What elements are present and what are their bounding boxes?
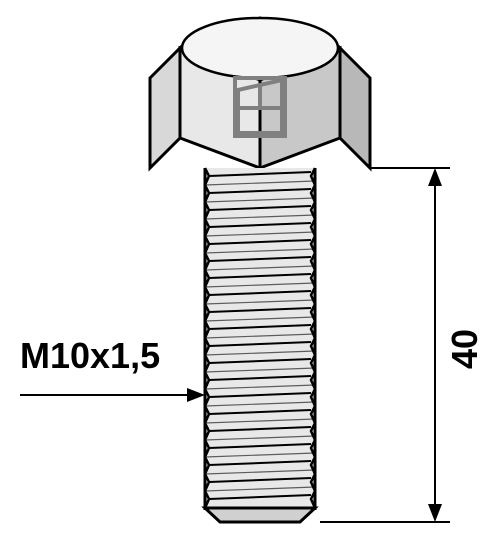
bolt-illustration: [0, 0, 500, 546]
hex-head: [150, 18, 370, 168]
thread-spec-label: M10x1,5: [20, 335, 160, 377]
bolt-technical-drawing: M10x1,5 40: [0, 0, 500, 546]
threaded-shaft: [205, 168, 315, 522]
dimension-lines: [320, 168, 450, 522]
length-dimension-label: 40: [444, 329, 486, 369]
thread-spec-arrow: [20, 388, 205, 402]
